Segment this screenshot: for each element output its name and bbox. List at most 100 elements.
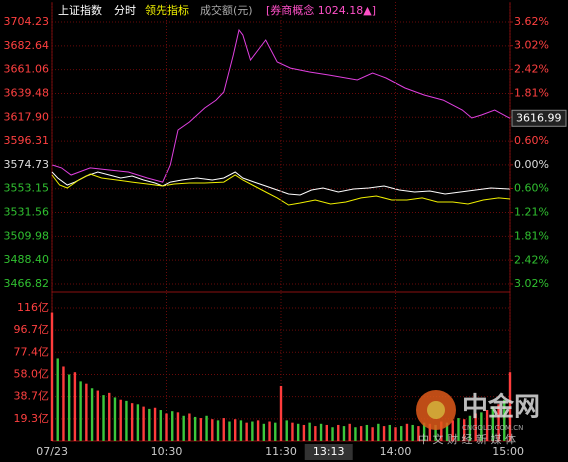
volume-bar bbox=[119, 399, 122, 441]
header-tab[interactable]: 领先指标 bbox=[145, 3, 189, 17]
volume-bar bbox=[480, 412, 483, 441]
volume-bar bbox=[400, 426, 403, 441]
y-tick-label: 3617.90 bbox=[4, 110, 50, 123]
volume-bar bbox=[411, 424, 414, 441]
volume-bar bbox=[308, 422, 311, 441]
volume-bar bbox=[125, 400, 128, 441]
volume-bar bbox=[503, 399, 506, 441]
volume-bar bbox=[463, 419, 466, 441]
volume-bar bbox=[188, 413, 191, 441]
volume-bar bbox=[245, 422, 248, 441]
volume-bar bbox=[417, 426, 420, 441]
volume-bar bbox=[193, 416, 197, 441]
volume-bar bbox=[405, 423, 409, 441]
watermark-brand: 中金网 bbox=[462, 392, 540, 423]
x-tick-label: 11:30 bbox=[265, 445, 297, 458]
volume-bar bbox=[440, 421, 443, 441]
volume-bar bbox=[165, 413, 168, 441]
volume-bar bbox=[142, 406, 145, 441]
price-line bbox=[51, 28, 511, 183]
y2-tick-label: 2.42% bbox=[514, 253, 549, 266]
header-tab[interactable]: 成交额(元) bbox=[200, 3, 253, 17]
volume-bar bbox=[268, 421, 271, 441]
price-line bbox=[51, 171, 511, 196]
y-tick-label: 58.0亿 bbox=[14, 368, 50, 381]
volume-bar bbox=[359, 426, 363, 441]
logo bbox=[427, 401, 445, 419]
watermark-site: CNGOLD.COM.CN bbox=[462, 424, 523, 432]
x-tick-label: 15:00 bbox=[492, 445, 524, 458]
x-tick-label: 10:30 bbox=[151, 445, 183, 458]
volume-bar bbox=[239, 420, 243, 441]
header-tab[interactable]: 分时 bbox=[114, 4, 136, 17]
y-tick-label: 96.7亿 bbox=[14, 323, 50, 336]
y-tick-label: 3682.64 bbox=[4, 39, 50, 52]
header-sector[interactable]: [券商概念 1024.18▲] bbox=[266, 3, 376, 17]
volume-bar bbox=[256, 420, 260, 441]
volume-bar bbox=[159, 410, 162, 441]
y-tick-label: 3704.23 bbox=[4, 15, 50, 28]
y2-tick-label: 3.02% bbox=[514, 39, 549, 52]
y-tick-label: 3509.98 bbox=[4, 229, 50, 242]
current-price-box bbox=[511, 109, 567, 127]
volume-bar bbox=[434, 424, 437, 441]
volume-bar bbox=[50, 312, 54, 441]
volume-bar bbox=[182, 415, 185, 441]
volume-bar bbox=[79, 381, 82, 441]
y-tick-label: 38.7亿 bbox=[14, 390, 50, 403]
volume-bar bbox=[136, 404, 140, 441]
volume-bar bbox=[205, 415, 208, 441]
y-tick-label: 3639.48 bbox=[4, 86, 50, 99]
volume-bar bbox=[348, 423, 351, 441]
y2-tick-label: 0.60% bbox=[514, 134, 549, 147]
volume-bar bbox=[102, 395, 105, 441]
volume-bar bbox=[130, 403, 134, 441]
watermark: 中金网 CNGOLD.COM.CN 中 文 财 经 新 媒 体 bbox=[416, 390, 540, 446]
volume-bar bbox=[302, 424, 306, 441]
volume-bar bbox=[371, 427, 374, 441]
volume-bar bbox=[445, 422, 449, 441]
volume-bar bbox=[222, 418, 225, 441]
y2-tick-label: 3.02% bbox=[514, 277, 549, 290]
volume-bar bbox=[73, 372, 77, 441]
y2-tick-label: 3.62% bbox=[514, 15, 549, 28]
volume-bar bbox=[211, 419, 214, 441]
volume-bar bbox=[457, 418, 460, 441]
volume-bar bbox=[90, 388, 94, 441]
volume-bar bbox=[153, 407, 157, 441]
volume-bar bbox=[422, 422, 426, 441]
y2-tick-label: 0.00% bbox=[514, 158, 549, 171]
y2-tick-label: 1.21% bbox=[514, 206, 549, 219]
volume-bar bbox=[279, 385, 283, 441]
volume-bar bbox=[171, 411, 174, 441]
y-tick-label: 116亿 bbox=[17, 301, 49, 314]
x-tick-label: 07/23 bbox=[36, 445, 68, 458]
y-tick-label: 3574.73 bbox=[4, 158, 50, 171]
volume-bar bbox=[319, 423, 323, 441]
volume-bar bbox=[251, 421, 254, 441]
y-tick-label: 3596.31 bbox=[4, 134, 50, 147]
header-title[interactable]: 上证指数 bbox=[58, 3, 102, 17]
volume-bar bbox=[325, 424, 328, 441]
volume-bar bbox=[394, 427, 397, 441]
y-tick-label: 3466.82 bbox=[4, 277, 50, 290]
volume-bar bbox=[274, 422, 277, 441]
volume-bar bbox=[497, 404, 500, 441]
y-tick-label: 3488.40 bbox=[4, 253, 50, 266]
volume-bar bbox=[508, 372, 512, 441]
volume-bar bbox=[342, 426, 346, 441]
volume-bar bbox=[228, 421, 231, 441]
y-tick-label: 3553.15 bbox=[4, 182, 50, 195]
y2-tick-label: 0.60% bbox=[514, 182, 549, 195]
volume-bar bbox=[62, 366, 65, 441]
volume-bar bbox=[296, 423, 300, 441]
volume-bar bbox=[216, 420, 220, 441]
volume-bar bbox=[234, 419, 237, 441]
volume-bar bbox=[108, 392, 111, 441]
volume-bar bbox=[337, 424, 340, 441]
y-tick-label: 19.3亿 bbox=[14, 412, 50, 425]
volume-bar bbox=[291, 422, 294, 441]
y-tick-label: 77.4亿 bbox=[14, 345, 50, 358]
